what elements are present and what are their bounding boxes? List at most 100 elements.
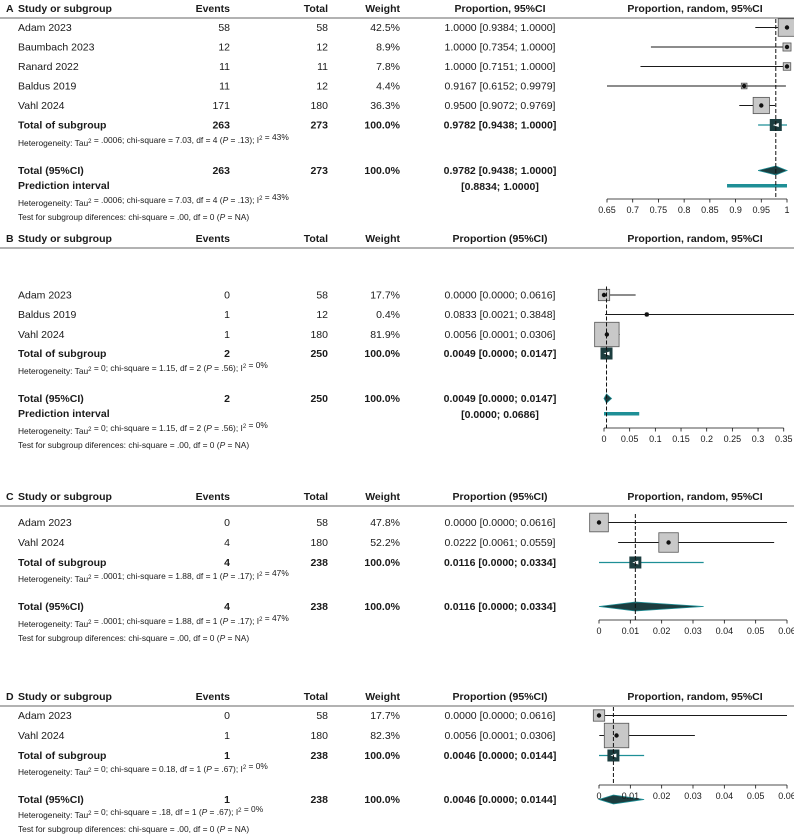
overall-heterogeneity: Heterogeneity: Tau2 = 0; chi-square = 1.… bbox=[18, 420, 268, 436]
study-point-estimate bbox=[784, 64, 790, 69]
subgroup-proportion-ci: 0.0049 [0.0000; 0.0147] bbox=[444, 348, 557, 360]
overall-row: Total (95%CI) 263 273 100.0% 0.9782 [0.9438;… bbox=[18, 165, 789, 177]
overall-diamond bbox=[598, 601, 704, 612]
study-point-estimate bbox=[644, 312, 649, 317]
subgroup-proportion-ci: 0.0116 [0.0000; 0.0334] bbox=[444, 557, 556, 569]
x-axis-tick-label: 0.06 bbox=[778, 626, 794, 636]
subgroup-label: Total of subgroup bbox=[18, 120, 106, 132]
subgroup-total: 250 bbox=[310, 348, 328, 360]
study-point-estimate bbox=[741, 83, 747, 89]
x-axis: 0.65 0.7 0.75 0.8 0.85 0.9 0.95 1 bbox=[598, 198, 790, 215]
study-weight: 36.3% bbox=[370, 100, 400, 112]
subgroup-total: 238 bbox=[310, 750, 328, 762]
column-header-weight: Weight bbox=[365, 491, 400, 503]
study-weight: 82.3% bbox=[370, 730, 400, 742]
x-axis-tick-label: 0.03 bbox=[684, 791, 702, 801]
study-proportion-ci: 0.9167 [0.6152; 0.9979] bbox=[445, 81, 556, 93]
overall-events: 4 bbox=[224, 601, 230, 613]
study-events: 171 bbox=[212, 100, 230, 112]
study-proportion-ci: 0.0000 [0.0000; 0.0616] bbox=[445, 517, 556, 529]
study-proportion-ci: 0.0833 [0.0021; 0.3848] bbox=[445, 309, 556, 321]
column-header-plot: Proportion, random, 95%CI bbox=[627, 691, 762, 703]
study-row: Baldus 2019 11 12 4.4% 0.9167 [0.6152; 0.997… bbox=[18, 81, 786, 93]
study-name: Vahl 2024 bbox=[18, 730, 65, 742]
column-header-study: Study or subgroup bbox=[18, 233, 112, 245]
prediction-row: Prediction interval [0.8834; 1.0000] bbox=[18, 180, 787, 193]
overall-weight: 100.0% bbox=[364, 393, 400, 405]
study-total: 11 bbox=[317, 61, 328, 73]
column-header-total: Total bbox=[304, 233, 328, 245]
study-weight: 4.4% bbox=[376, 81, 400, 93]
study-events: 0 bbox=[224, 290, 230, 302]
x-axis-tick-label: 0.85 bbox=[701, 205, 719, 215]
panel-label: A bbox=[6, 3, 14, 15]
x-axis-tick-label: 0 bbox=[596, 626, 601, 636]
overall-weight: 100.0% bbox=[364, 601, 400, 613]
column-header-events: Events bbox=[196, 491, 231, 503]
x-axis-tick-label: 0.05 bbox=[747, 626, 765, 636]
overall-weight: 100.0% bbox=[364, 794, 400, 806]
study-total: 58 bbox=[316, 22, 328, 34]
x-axis-tick-label: 0.04 bbox=[716, 626, 734, 636]
prediction-interval-bar bbox=[604, 412, 640, 416]
overall-row: Total (95%CI) 4 238 100.0% 0.0116 [0.0000; 0… bbox=[18, 601, 704, 613]
x-axis-tick-label: 0.25 bbox=[724, 434, 742, 444]
x-axis-tick-label: 0.02 bbox=[653, 626, 671, 636]
column-header-plot: Proportion, random, 95%CI bbox=[627, 233, 762, 245]
subgroup-label: Total of subgroup bbox=[18, 557, 106, 569]
study-events: 1 bbox=[224, 730, 230, 742]
study-row: Adam 2023 0 58 47.8% 0.0000 [0.0000; 0.0616] bbox=[18, 512, 787, 533]
subgroup-weight: 100.0% bbox=[364, 348, 400, 360]
subgroup-weight: 100.0% bbox=[364, 120, 400, 132]
overall-events: 263 bbox=[212, 165, 230, 177]
study-name: Ranard 2022 bbox=[18, 61, 79, 73]
x-axis-tick-label: 0 bbox=[596, 791, 601, 801]
panel-label: D bbox=[6, 691, 14, 703]
subgroup-events: 263 bbox=[212, 120, 230, 132]
study-total: 180 bbox=[310, 100, 328, 112]
study-name: Vahl 2024 bbox=[18, 537, 65, 549]
study-row: Baumbach 2023 12 12 8.9% 1.0000 [0.7354; 1.0… bbox=[18, 42, 792, 54]
overall-total: 250 bbox=[310, 393, 328, 405]
subgroup-row: Total of subgroup 263 273 100.0% 0.9782 [0.9… bbox=[18, 119, 787, 132]
x-axis-tick-label: 0.03 bbox=[684, 626, 702, 636]
overall-label: Total (95%CI) bbox=[18, 601, 84, 613]
column-header-total: Total bbox=[304, 491, 328, 503]
column-header-events: Events bbox=[196, 233, 231, 245]
study-row: Adam 2023 0 58 17.7% 0.0000 [0.0000; 0.0616] bbox=[18, 288, 636, 302]
study-events: 11 bbox=[219, 81, 230, 93]
subgroup-row: Total of subgroup 1 238 100.0% 0.0046 [0.000… bbox=[18, 749, 645, 762]
study-row: Vahl 2024 1 180 82.3% 0.0056 [0.0001; 0.0306… bbox=[18, 722, 695, 749]
column-header-plot: Proportion, random, 95%CI bbox=[627, 3, 762, 15]
subgroup-heterogeneity: Heterogeneity: Tau2 = 0; chi-square = 0.… bbox=[18, 761, 268, 777]
forest-panel-b: B Study or subgroup Events Total Weight Propo… bbox=[0, 233, 794, 450]
study-weight: 52.2% bbox=[370, 537, 400, 549]
column-header-weight: Weight bbox=[365, 691, 400, 703]
study-point-estimate bbox=[596, 520, 602, 525]
overall-total: 238 bbox=[310, 794, 328, 806]
subgroup-difference-test: Test for subgroup diferences: chi-square… bbox=[18, 824, 249, 834]
column-header-total: Total bbox=[304, 691, 328, 703]
study-events: 1 bbox=[224, 309, 230, 321]
subgroup-heterogeneity: Heterogeneity: Tau2 = .0006; chi-square … bbox=[18, 132, 289, 148]
study-name: Baldus 2019 bbox=[18, 81, 77, 93]
x-axis-tick-label: 0.9 bbox=[729, 205, 742, 215]
column-header-proportion: Proportion (95%CI) bbox=[452, 233, 547, 245]
x-axis-tick-label: 0.7 bbox=[626, 205, 639, 215]
study-point-estimate bbox=[784, 44, 790, 50]
study-proportion-ci: 0.0000 [0.0000; 0.0616] bbox=[445, 710, 556, 722]
study-weight: 81.9% bbox=[370, 329, 400, 341]
study-total: 58 bbox=[316, 710, 328, 722]
overall-label: Total (95%CI) bbox=[18, 165, 84, 177]
x-axis: 0 0.01 0.02 0.03 0.04 0.05 0.06 bbox=[596, 784, 794, 801]
study-row: Ranard 2022 11 11 7.8% 1.0000 [0.7151; 1.000… bbox=[18, 61, 792, 73]
prediction-label: Prediction interval bbox=[18, 180, 110, 192]
study-name: Baumbach 2023 bbox=[18, 42, 95, 54]
column-header-total: Total bbox=[304, 3, 328, 15]
overall-weight: 100.0% bbox=[364, 165, 400, 177]
prediction-ci: [0.0000; 0.0686] bbox=[461, 409, 539, 421]
column-header-proportion: Proportion (95%CI) bbox=[452, 491, 547, 503]
study-events: 11 bbox=[219, 61, 230, 73]
x-axis-tick-label: 0.3 bbox=[752, 434, 765, 444]
